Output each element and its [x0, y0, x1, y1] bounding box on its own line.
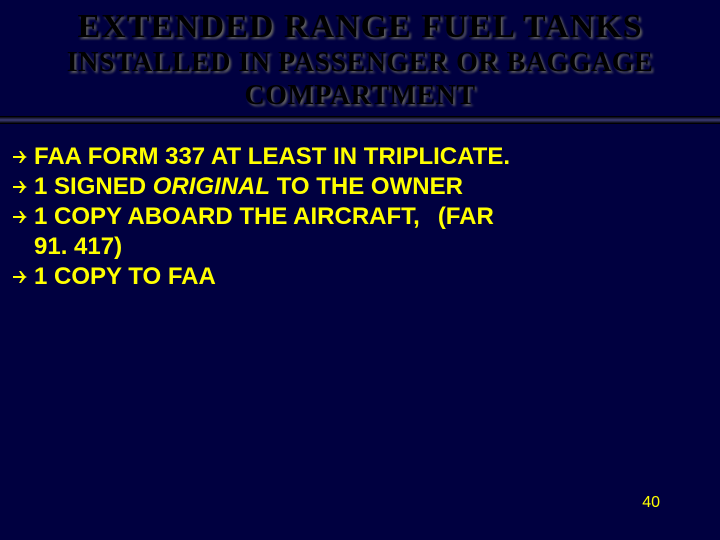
bullet-text: 91. 417)	[34, 232, 708, 262]
text-part: TO THE OWNER	[270, 173, 463, 200]
subtitle-line-1: INSTALLED IN PASSENGER OR BAGGAGE	[0, 48, 720, 79]
text-part: 1 COPY ABOARD THE AIRCRAFT,	[34, 203, 420, 230]
airplane-icon	[12, 172, 34, 202]
airplane-icon	[12, 262, 34, 292]
text-part: 1 SIGNED	[34, 173, 153, 200]
subtitle-line-2: COMPARTMENT	[0, 81, 720, 112]
text-emphasis: ORIGINAL	[153, 173, 270, 200]
title-block: EXTENDED RANGE FUEL TANKS INSTALLED IN P…	[0, 0, 720, 112]
page-number: 40	[642, 494, 660, 512]
text-part: (FAR	[438, 203, 494, 230]
bullet-text: FAA FORM 337 AT LEAST IN TRIPLICATE.	[34, 142, 708, 172]
bullet-item-1: FAA FORM 337 AT LEAST IN TRIPLICATE.	[12, 142, 708, 172]
bullet-item-4: 1 COPY TO FAA	[12, 262, 708, 292]
bullet-text: 1 COPY TO FAA	[34, 262, 708, 292]
main-title: EXTENDED RANGE FUEL TANKS	[0, 8, 720, 46]
bullet-text: 1 COPY ABOARD THE AIRCRAFT, (FAR	[34, 202, 708, 232]
bullet-item-3: 1 COPY ABOARD THE AIRCRAFT, (FAR	[12, 202, 708, 232]
title-divider	[0, 116, 720, 124]
bullet-text: 1 SIGNED ORIGINAL TO THE OWNER	[34, 172, 708, 202]
airplane-icon	[12, 142, 34, 172]
bullet-item-2: 1 SIGNED ORIGINAL TO THE OWNER	[12, 172, 708, 202]
content-area: FAA FORM 337 AT LEAST IN TRIPLICATE. 1 S…	[0, 124, 720, 292]
airplane-icon	[12, 202, 34, 232]
bullet-item-3-wrap: 91. 417)	[12, 232, 708, 262]
